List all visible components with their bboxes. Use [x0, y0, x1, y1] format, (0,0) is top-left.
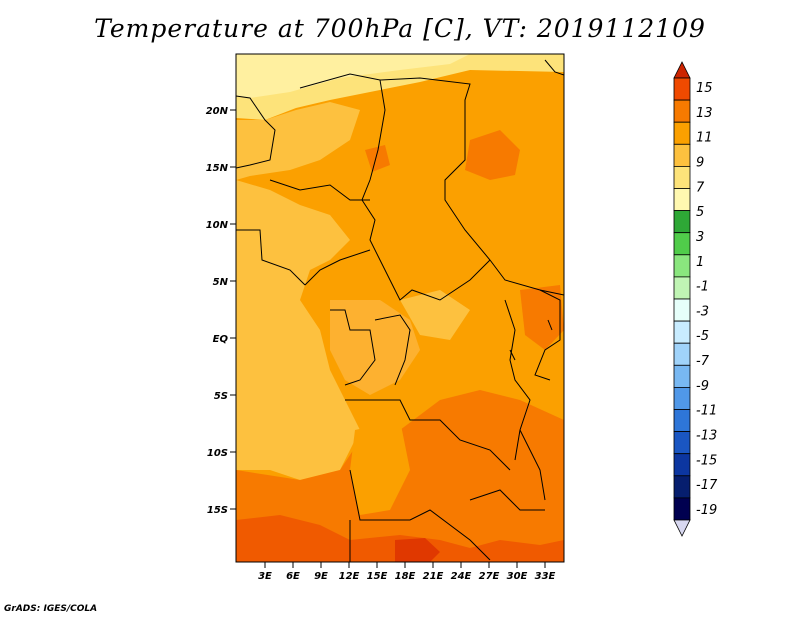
border-niger-nigeria: [269, 179, 370, 201]
lon-label: 3E: [258, 571, 272, 582]
lon-label: 21E: [423, 571, 444, 582]
lat-label: 10N: [206, 220, 229, 231]
border-ne-coast: [544, 59, 564, 76]
colorbar-segment: [673, 453, 691, 477]
colorbar-segment: [673, 320, 691, 344]
temperature-field: [236, 54, 564, 562]
field-dark-lakes: [520, 285, 564, 350]
colorbar-label: -1: [696, 280, 709, 295]
colorbar-segment: [673, 254, 691, 278]
lat-label: 15S: [207, 505, 228, 516]
colorbar-segment: [673, 364, 691, 388]
lat-label: 15N: [206, 163, 229, 174]
lon-label: 30E: [507, 571, 528, 582]
colorbar-segment: [673, 143, 691, 167]
colorbar-label: -5: [696, 329, 709, 344]
colorbar-label: -19: [696, 503, 717, 518]
colorbar-label: 15: [696, 81, 713, 96]
field-darker-south: [236, 515, 564, 562]
colorbar: 15 13 11 9 7 5 3 1 -1 -3 -5 -7 -9 -11 -13 -15 -17 -19: [673, 61, 718, 537]
border-cameroon: [304, 249, 371, 286]
lon-label: 27E: [479, 571, 500, 582]
lat-label: EQ: [213, 334, 229, 345]
field-dark-south: [236, 390, 564, 562]
lon-label: 6E: [286, 571, 300, 582]
colorbar-label: 1: [696, 255, 704, 270]
lat-label: 20N: [206, 106, 229, 117]
colorbar-segment: [673, 298, 691, 322]
border-gabon-congo: [330, 309, 376, 386]
colorbar-segment: [673, 188, 691, 212]
colorbar-segment: [673, 475, 691, 499]
lon-label: 15E: [367, 571, 388, 582]
lon-label: 9E: [314, 571, 328, 582]
border-malawi: [519, 429, 546, 501]
colorbar-label: 13: [696, 106, 713, 121]
lat-label: 10S: [207, 448, 228, 459]
latitude-axis: 20N 15N 10N 5N EQ 5S 10S 15S: [206, 106, 236, 516]
colorbar-segment: [673, 77, 691, 101]
field-congo-patch: [400, 290, 470, 340]
colorbar-segment: [673, 165, 691, 189]
lon-label: 12E: [339, 571, 360, 582]
colorbar-segment: [673, 409, 691, 433]
lon-label: 18E: [395, 571, 416, 582]
field-light-west-coast: [236, 180, 360, 480]
map-frame: [235, 53, 565, 563]
colorbar-label: -17: [696, 478, 718, 493]
lat-label: 5N: [213, 277, 229, 288]
field-base: [236, 54, 564, 562]
country-borders: [236, 59, 564, 562]
colorbar-segment: [673, 386, 691, 410]
field-yellow-north: [236, 54, 564, 120]
border-zambia-mozambique: [469, 489, 545, 511]
colorbar-segment: [673, 497, 691, 521]
colorbar-label: -7: [696, 354, 710, 369]
colorbar-label: 9: [696, 155, 704, 170]
colorbar-segment: [673, 276, 691, 300]
colorbar-segment: [673, 431, 691, 455]
colorbar-label: -11: [696, 404, 717, 419]
longitude-axis: 3E 6E 9E 12E 15E 18E 21E 24E 27E 30E 33E: [258, 562, 556, 582]
colorbar-label: 3: [696, 230, 704, 245]
credit-text: GrADS: IGES/COLA: [4, 604, 98, 614]
border-angola-drc: [345, 399, 511, 471]
field-dark-sudan: [465, 130, 520, 180]
colorbar-segment: [673, 210, 691, 234]
border-sudan: [299, 73, 564, 296]
colorbar-label: 11: [696, 131, 713, 146]
lon-label: 33E: [535, 571, 556, 582]
border-coast-west: [236, 229, 306, 286]
lat-label: 5S: [214, 391, 228, 402]
colorbar-top-arrow: [673, 61, 691, 79]
colorbar-segment: [673, 99, 691, 123]
field-dark-chad: [365, 145, 390, 172]
border-angola-zambia: [349, 469, 491, 561]
border-congo-drc: [374, 314, 411, 386]
colorbar-label: -13: [696, 429, 717, 444]
border-uganda-kenya: [534, 289, 561, 381]
colorbar-segment: [673, 232, 691, 256]
field-hot-spot: [395, 538, 440, 562]
colorbar-label: -15: [696, 453, 717, 468]
colorbar-bottom-arrow: [673, 519, 691, 537]
field-light-west-sahel: [236, 102, 360, 180]
border-west-sahara: [236, 95, 276, 169]
field-angola-patch: [350, 420, 410, 515]
field-congo-light: [330, 300, 420, 395]
colorbar-segment: [673, 121, 691, 145]
border-lake-outlines: [509, 319, 553, 361]
border-great-lakes: [504, 299, 531, 461]
colorbar-label: -9: [696, 379, 709, 394]
colorbar-label: -3: [696, 304, 709, 319]
colorbar-label: 7: [696, 180, 705, 195]
field-pale-north: [236, 54, 470, 98]
lon-label: 24E: [451, 571, 472, 582]
border-chad: [361, 79, 491, 301]
chart-title: Temperature at 700hPa [C], VT: 201911210…: [94, 14, 706, 43]
colorbar-segment: [673, 342, 691, 366]
colorbar-label: 5: [696, 205, 704, 220]
